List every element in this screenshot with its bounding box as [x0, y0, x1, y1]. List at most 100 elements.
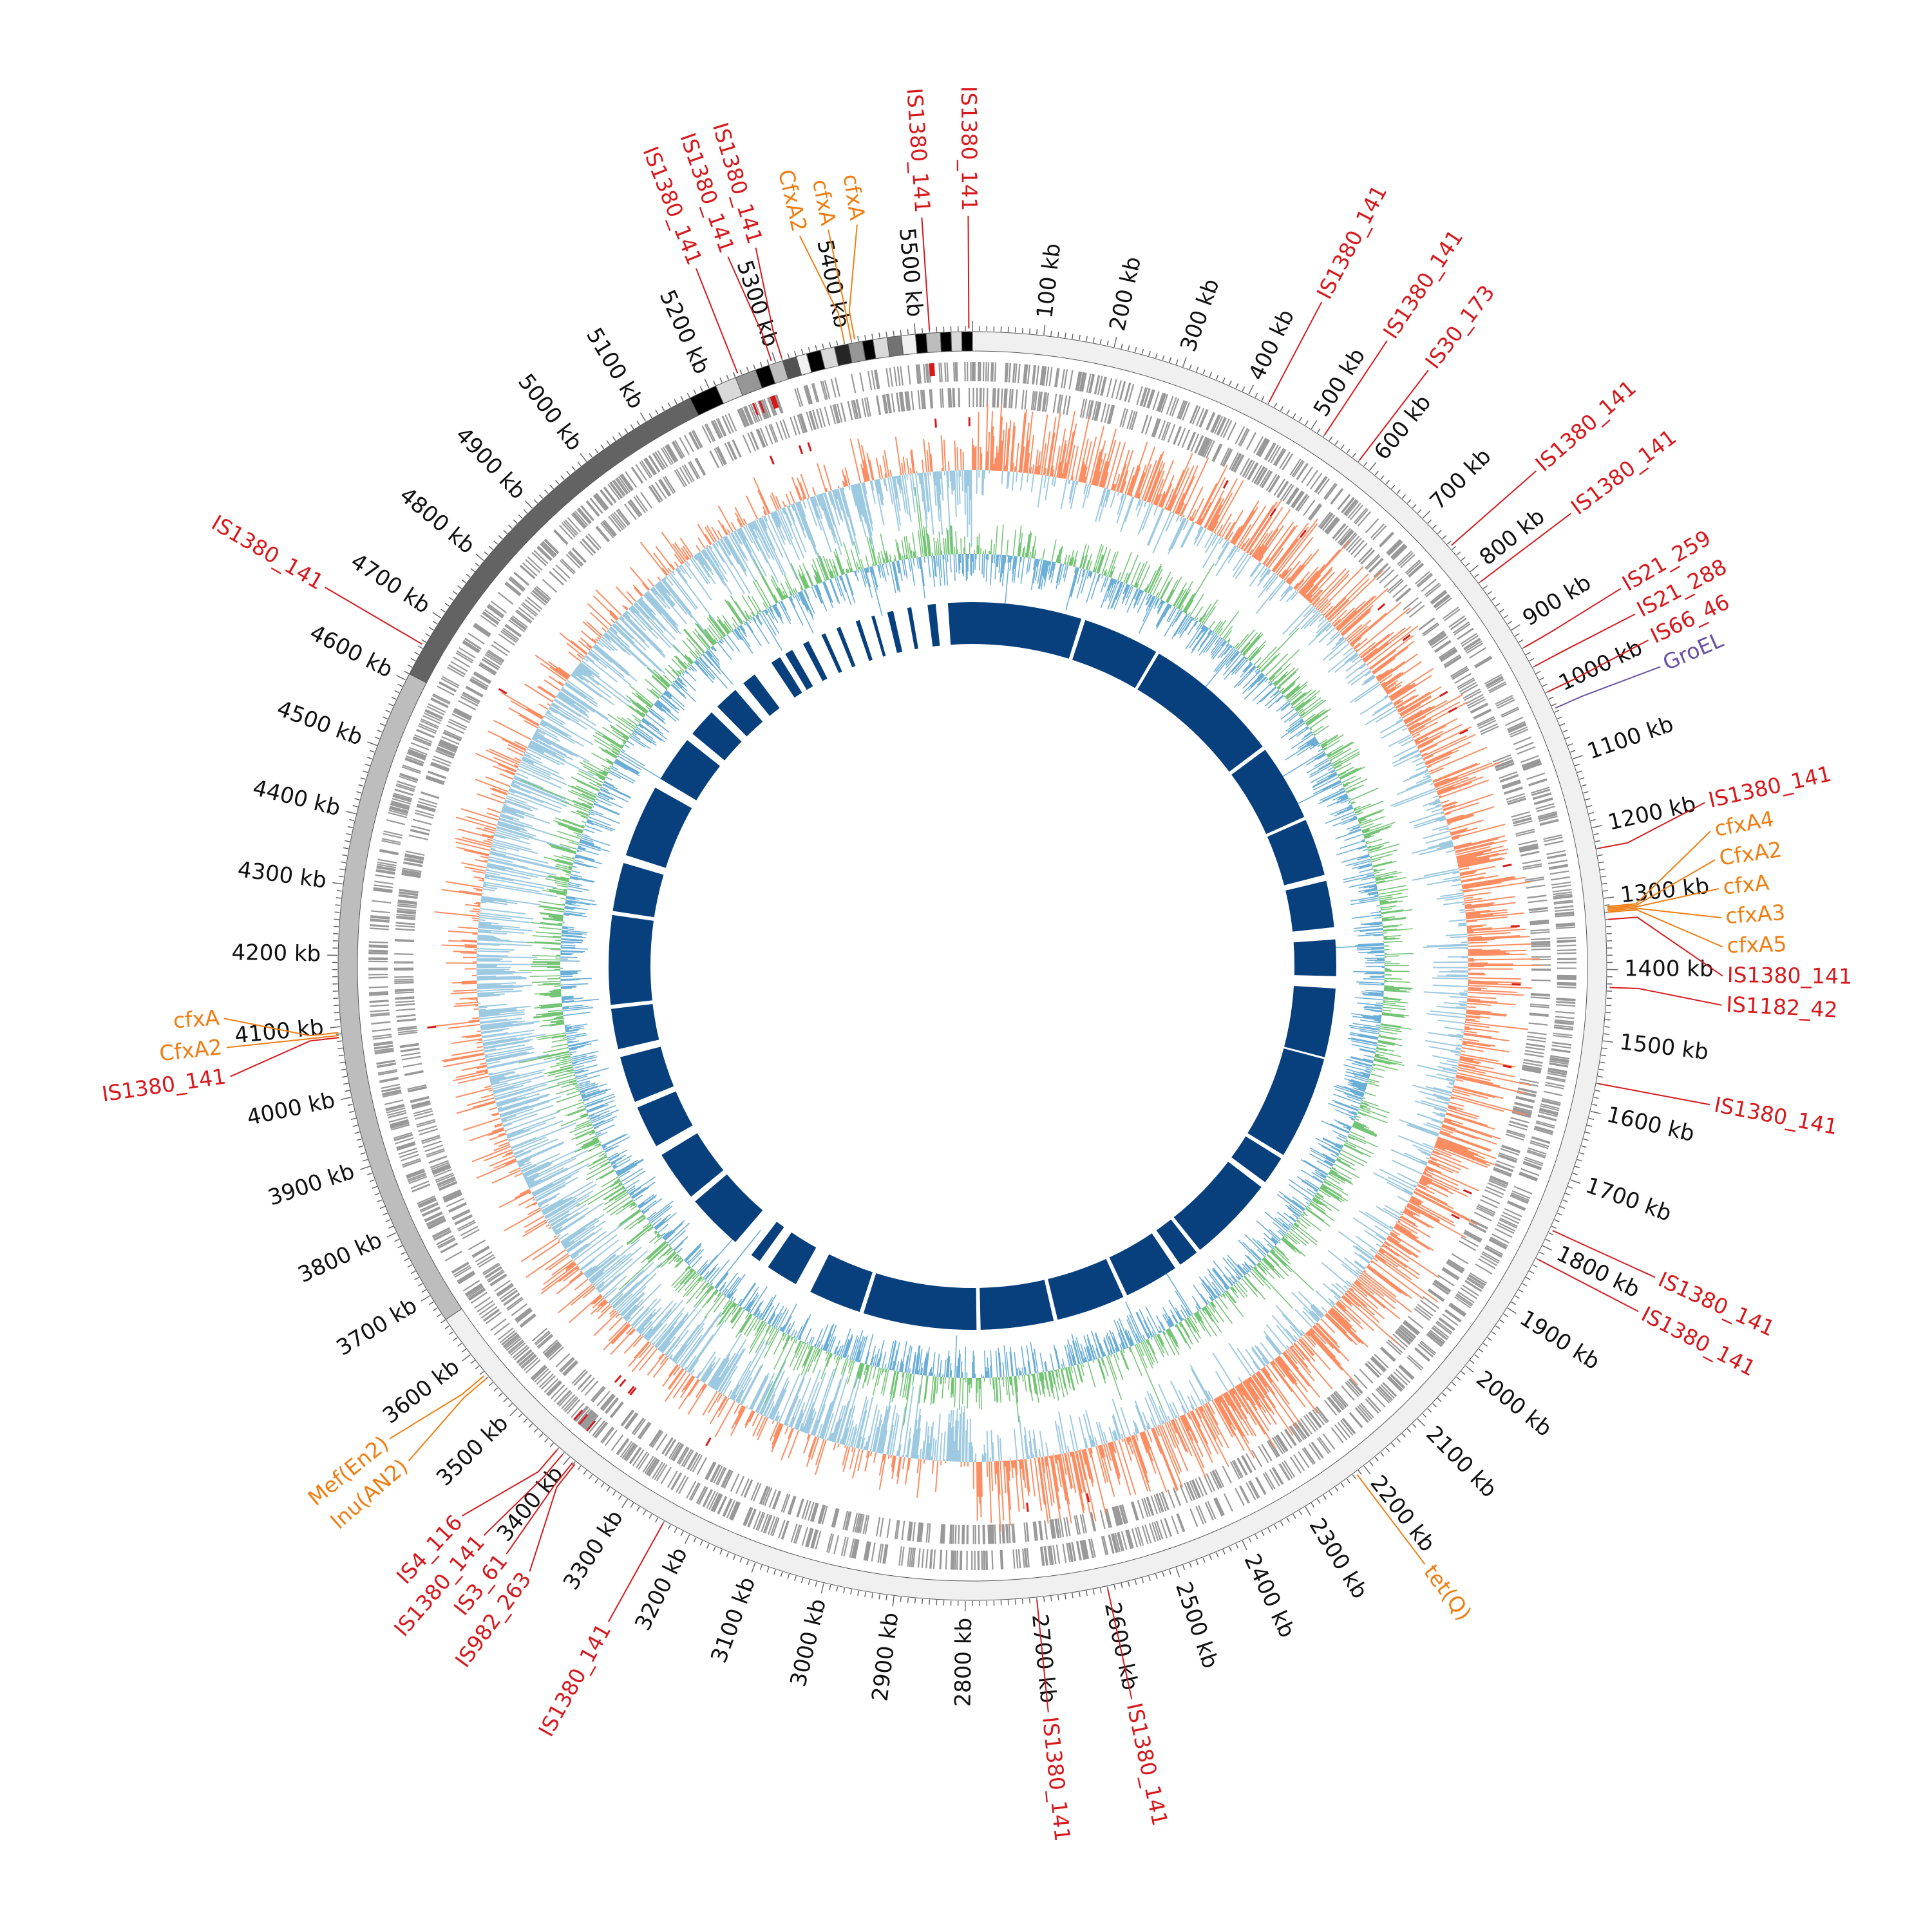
annotation-leader — [230, 1037, 339, 1077]
homology-block-22 — [620, 1046, 674, 1103]
contig-block-16 — [886, 335, 904, 357]
homology-block-30 — [743, 674, 780, 716]
homology-block-23 — [611, 1003, 659, 1050]
annotation-leader — [1107, 1589, 1133, 1700]
annotation-leader — [695, 268, 739, 374]
feature-mark — [573, 1409, 583, 1421]
annotation-leader — [1607, 909, 1723, 948]
annotation-label: IS1380_141 — [1727, 962, 1853, 989]
annotation-leader — [1607, 907, 1721, 918]
homology-block-35 — [836, 627, 856, 668]
gc-skew-negative — [476, 469, 1469, 1463]
annotation-leader — [483, 1454, 564, 1536]
homology-block-25 — [612, 862, 664, 918]
contig-block-17 — [900, 334, 918, 355]
feature-mark — [929, 363, 936, 377]
annotation-leader — [1324, 340, 1388, 435]
gc-skew-positive — [433, 403, 1542, 1532]
is-mark — [629, 1387, 637, 1396]
homology-block-14 — [980, 1280, 1054, 1330]
homology-block-39 — [907, 607, 918, 650]
is-mark — [498, 688, 507, 695]
annotation-leader — [1524, 588, 1622, 648]
is-mark — [1377, 603, 1386, 611]
homology-block-27 — [660, 740, 721, 800]
annotation-leader — [1359, 370, 1429, 460]
feature-marks — [427, 363, 1521, 1512]
is-mark — [627, 1385, 635, 1394]
homology-block-32 — [785, 650, 813, 690]
gc-skew-track — [433, 403, 1542, 1532]
annotation-leader — [848, 224, 858, 340]
is-mark — [1463, 1189, 1472, 1195]
homology-block-17 — [768, 1232, 817, 1285]
contig-block-21 — [951, 331, 963, 352]
is-mark — [1026, 1502, 1029, 1512]
homology-block-41 — [947, 602, 972, 645]
is-mark — [705, 1437, 712, 1446]
is-mark — [807, 442, 812, 451]
homology-block-7 — [1284, 985, 1336, 1057]
annotation-leader — [1607, 887, 1719, 911]
annotation-leader — [828, 229, 852, 341]
homology-block-11 — [1156, 1219, 1197, 1265]
annotation-leader — [1356, 1474, 1426, 1565]
annotation-leader — [1268, 301, 1323, 402]
ruler-label: 4200 kb — [231, 940, 321, 967]
homology-block-10 — [1173, 1161, 1262, 1250]
homology-block-0 — [972, 602, 1082, 659]
gc-content-negative — [560, 554, 1385, 1379]
annotation-leader — [1607, 830, 1711, 907]
homology-block-18 — [751, 1222, 784, 1262]
homology-block-29 — [717, 690, 763, 737]
annotation-leader — [389, 1375, 485, 1439]
homology-block-6 — [1293, 939, 1336, 976]
is-mark — [1222, 480, 1229, 489]
homology-block-38 — [887, 611, 903, 653]
feature-mark — [585, 1420, 596, 1432]
annotation-leader — [1481, 513, 1571, 582]
feature-mark — [758, 400, 765, 413]
homology-block-31 — [771, 657, 802, 698]
is-mark — [1510, 925, 1520, 928]
annotation-leader — [1451, 470, 1537, 546]
annotation-leader — [1538, 1259, 1639, 1312]
ruler-ticks — [327, 321, 1618, 1611]
is-mark — [798, 445, 804, 455]
annotation-leader — [1555, 666, 1661, 709]
gc-content-track — [518, 487, 1414, 1426]
annotation-leader — [226, 1034, 339, 1048]
contig-block-18 — [914, 333, 928, 354]
annotation-leader — [408, 1378, 487, 1462]
feature-mark — [578, 1414, 589, 1425]
homology-block-8 — [1247, 1048, 1325, 1155]
is-mark — [1451, 1213, 1460, 1220]
annotation-leader — [755, 247, 782, 358]
is-mark — [1459, 729, 1468, 735]
annotation-leader — [1607, 859, 1716, 909]
is-mark — [1402, 634, 1411, 641]
homology-block-1 — [1072, 620, 1157, 688]
contig-block-0 — [445, 331, 1607, 1601]
annotation-leader — [1608, 916, 1723, 977]
feature-mark — [770, 395, 779, 410]
annotation-leader — [223, 1018, 339, 1037]
contig-ring — [337, 331, 1607, 1601]
homology-block-9 — [1231, 1136, 1282, 1182]
annotation-leader — [461, 1449, 558, 1517]
contig-block-19 — [925, 332, 942, 354]
annotation-leader — [1036, 1600, 1049, 1713]
annotation-label: cfxA5 — [1727, 931, 1787, 958]
annotation-leader — [529, 1464, 576, 1572]
annotation-leader — [921, 217, 931, 330]
annotation-leader — [1535, 613, 1636, 667]
annotation-leader — [1598, 1083, 1710, 1106]
annotation-leader — [506, 1462, 573, 1555]
is-mark — [614, 1374, 622, 1383]
annotation-leader — [1598, 802, 1705, 849]
homology-block-20 — [661, 1133, 724, 1197]
homology-block-21 — [637, 1091, 693, 1146]
homology-block-34 — [821, 633, 842, 674]
homology-block-16 — [810, 1254, 873, 1312]
homology-block-26 — [625, 788, 692, 868]
